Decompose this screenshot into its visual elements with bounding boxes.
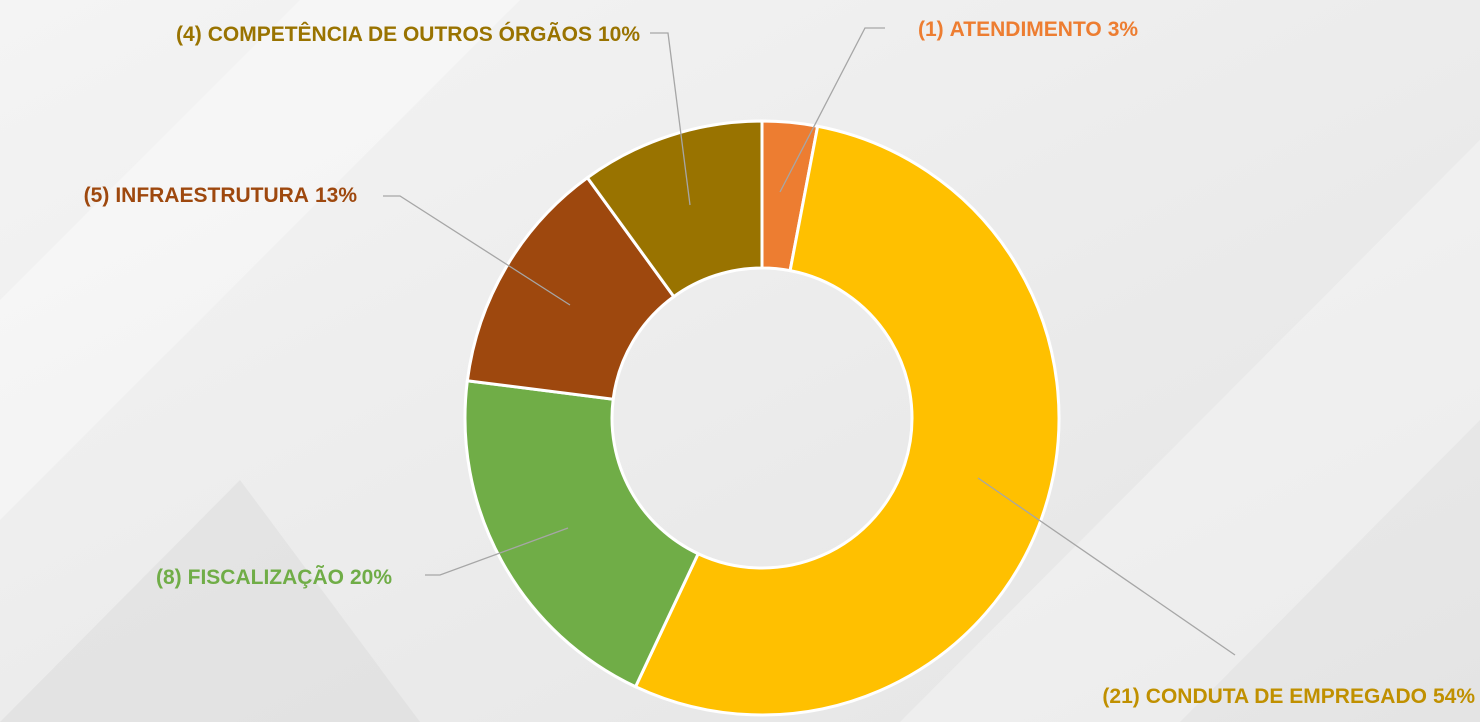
value-label: 20% xyxy=(350,566,392,589)
count-label: (4) xyxy=(176,23,202,46)
count-label: (21) xyxy=(1102,685,1139,708)
category-label: CONDUTA DE EMPREGADO xyxy=(1146,685,1427,708)
value-label: 10% xyxy=(598,23,640,46)
value-label: 54% xyxy=(1433,685,1475,708)
count-label: (5) xyxy=(84,184,110,207)
leader-line xyxy=(425,527,569,576)
data-label: (8) FISCALIZAÇÃO 20% xyxy=(156,566,392,589)
background-shape xyxy=(0,480,420,722)
data-label: (5) INFRAESTRUTURA 13% xyxy=(84,184,358,207)
category-label: FISCALIZAÇÃO xyxy=(188,566,344,589)
background-shape xyxy=(0,0,520,520)
background-shape xyxy=(900,140,1480,722)
donut-slice xyxy=(585,119,764,299)
leader-line xyxy=(383,195,571,306)
count-label: (1) xyxy=(918,18,944,41)
category-label: COMPETÊNCIA DE OUTROS ÓRGÃOS xyxy=(208,22,592,46)
value-label: 13% xyxy=(315,184,357,207)
data-label: (4) COMPETÊNCIA DE OUTROS ÓRGÃOS 10% xyxy=(176,22,640,46)
leader-line xyxy=(977,477,1236,656)
value-label: 3% xyxy=(1108,18,1139,41)
leader-line xyxy=(779,27,885,193)
leader-line xyxy=(650,32,691,206)
data-label: (21) CONDUTA DE EMPREGADO 54% xyxy=(1102,685,1475,708)
data-label: (1) ATENDIMENTO 3% xyxy=(918,18,1138,41)
donut-slice xyxy=(633,124,1061,717)
donut-slice xyxy=(463,379,701,689)
category-label: INFRAESTRUTURA xyxy=(115,184,309,207)
category-label: ATENDIMENTO xyxy=(950,18,1102,41)
count-label: (8) xyxy=(156,566,182,589)
